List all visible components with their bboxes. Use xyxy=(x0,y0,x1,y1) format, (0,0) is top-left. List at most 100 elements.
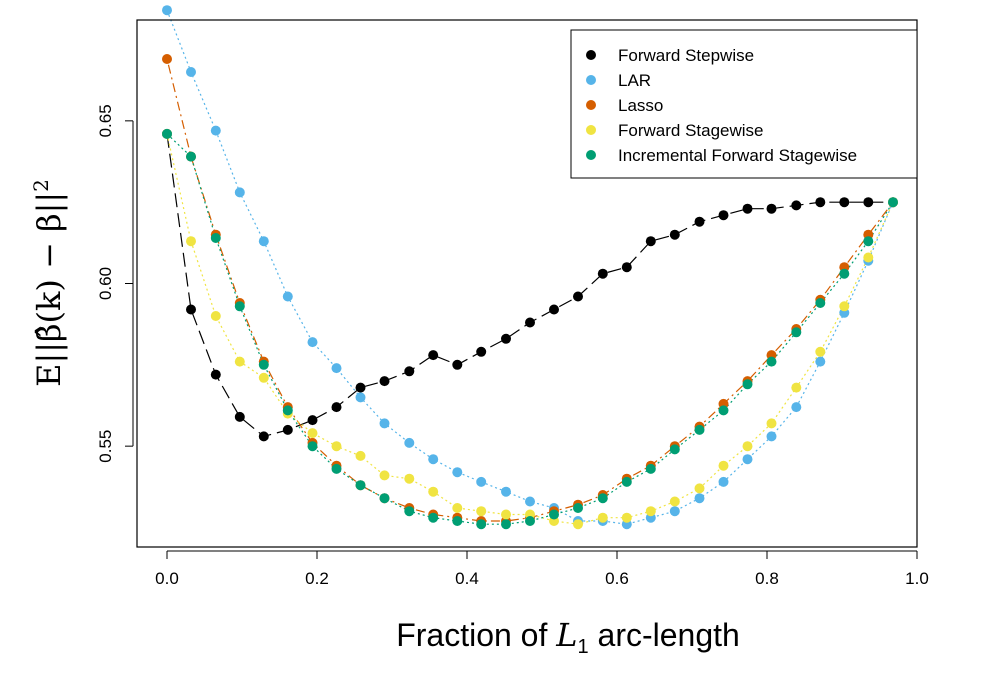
series-line-0 xyxy=(166,133,893,438)
data-point xyxy=(791,382,802,393)
data-point xyxy=(234,356,245,367)
data-point xyxy=(573,503,583,513)
series-line-4 xyxy=(166,133,894,525)
data-point xyxy=(282,291,293,302)
data-point xyxy=(501,486,511,497)
data-point xyxy=(645,463,656,474)
data-point xyxy=(428,350,439,361)
data-point xyxy=(766,431,777,442)
data-point xyxy=(766,418,777,429)
data-point xyxy=(549,509,559,520)
data-point xyxy=(234,411,245,422)
data-point xyxy=(476,519,487,530)
data-point xyxy=(839,268,850,279)
data-point xyxy=(669,444,680,455)
data-point xyxy=(766,203,777,214)
data-point xyxy=(355,392,366,403)
data-point xyxy=(597,268,608,279)
data-point xyxy=(452,503,463,513)
data-point xyxy=(282,424,293,435)
data-point xyxy=(355,450,366,461)
data-point xyxy=(162,5,172,16)
legend-marker xyxy=(586,50,596,60)
data-point xyxy=(379,376,390,387)
legend-label: Incremental Forward Stagewise xyxy=(618,146,857,165)
legend-box xyxy=(570,29,918,179)
data-point xyxy=(162,54,172,64)
data-point xyxy=(645,506,656,517)
data-point xyxy=(404,506,415,517)
data-point xyxy=(573,519,583,530)
data-point xyxy=(258,236,269,247)
data-point xyxy=(815,298,826,308)
data-point xyxy=(694,216,705,227)
data-point xyxy=(476,476,487,487)
data-point xyxy=(258,372,269,383)
data-point xyxy=(307,337,318,348)
data-point xyxy=(355,480,366,491)
y-axis: 0.55 0.60 0.65 xyxy=(96,104,134,463)
data-point xyxy=(307,428,318,439)
data-point xyxy=(186,67,196,77)
legend-label: LAR xyxy=(618,71,651,90)
data-point xyxy=(307,415,318,426)
data-point xyxy=(331,402,342,413)
data-point xyxy=(669,229,680,240)
legend-marker xyxy=(586,75,596,85)
data-point xyxy=(331,441,342,452)
y-axis-label: E||β̂(k) − β||2 xyxy=(29,179,68,387)
data-point xyxy=(815,346,826,357)
data-point xyxy=(258,359,269,370)
data-point xyxy=(331,363,342,374)
legend-marker xyxy=(586,100,596,110)
data-point xyxy=(645,236,656,247)
data-point xyxy=(186,236,196,247)
data-point xyxy=(307,441,318,452)
data-point xyxy=(888,197,898,208)
data-point xyxy=(573,291,583,302)
data-point xyxy=(210,233,221,243)
data-point xyxy=(501,333,511,344)
data-point xyxy=(525,496,535,507)
x-tick-label: 1.0 xyxy=(905,569,929,588)
data-point xyxy=(621,512,632,523)
data-point xyxy=(501,509,511,520)
data-point xyxy=(186,151,196,162)
data-point xyxy=(501,519,511,530)
legend-marker xyxy=(586,125,596,135)
data-point xyxy=(258,431,269,442)
data-point xyxy=(694,493,705,504)
data-point xyxy=(549,304,559,315)
data-point xyxy=(210,311,221,321)
data-point xyxy=(694,483,705,494)
x-tick-label: 0.2 xyxy=(305,569,329,588)
data-point xyxy=(525,317,535,328)
x-tick-label: 0.4 xyxy=(455,569,479,588)
data-point xyxy=(331,463,342,474)
data-point xyxy=(210,369,221,380)
data-point xyxy=(718,210,729,221)
x-axis: 0.0 0.2 0.4 0.6 0.8 1.0 xyxy=(155,550,929,588)
data-point xyxy=(791,402,802,413)
data-point xyxy=(669,506,680,517)
data-point xyxy=(428,512,439,523)
data-point xyxy=(428,454,439,465)
series-0-points xyxy=(162,128,898,442)
data-point xyxy=(815,197,826,208)
series-points xyxy=(162,5,898,530)
data-point xyxy=(791,200,802,211)
data-point xyxy=(839,197,850,208)
data-point xyxy=(404,366,415,377)
data-point xyxy=(621,476,632,487)
data-point xyxy=(476,506,487,517)
legend-label: Forward Stagewise xyxy=(618,121,764,140)
data-point xyxy=(742,203,753,214)
series-line-3 xyxy=(166,133,894,525)
data-point xyxy=(355,382,366,393)
data-point xyxy=(718,476,729,487)
data-point xyxy=(694,424,705,435)
legend-marker xyxy=(586,150,596,160)
data-point xyxy=(234,301,245,312)
data-point xyxy=(452,516,463,526)
